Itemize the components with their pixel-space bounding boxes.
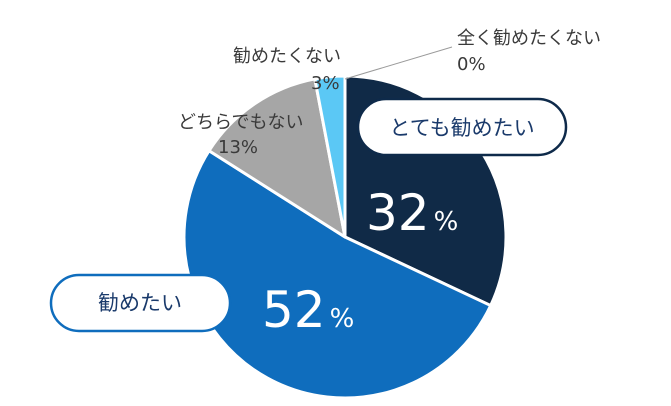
- pct-susumetai-sign: %: [330, 304, 355, 334]
- pct-dochiramo: 13%: [218, 137, 258, 158]
- pie-slice-2: [207, 77, 347, 239]
- pct-zenku-susumetakunai: 0%: [457, 54, 486, 75]
- pie-slice-1: [182, 149, 493, 400]
- pct-totemo-num: 32: [366, 184, 430, 242]
- label-zenku-susumetakunai: 全く勧めたくない: [457, 28, 601, 49]
- pct-susumetai: 52%: [262, 281, 354, 339]
- pct-susumetai-num: 52: [262, 281, 326, 339]
- pie-slice-3: [313, 74, 347, 239]
- pct-totemo: 32%: [366, 184, 458, 242]
- pct-totemo-sign: %: [434, 207, 459, 237]
- label-dochiramo: どちらでもない: [178, 112, 303, 133]
- pill-totemo-text: とても勧めたい: [389, 116, 534, 140]
- label-susumetakunai: 勧めたくない: [233, 46, 341, 67]
- pill-susumetai: 勧めたい: [49, 273, 232, 333]
- pill-susumetai-text: 勧めたい: [98, 291, 182, 315]
- pct-susumetakunai: 3%: [311, 73, 340, 94]
- leader-line: [344, 46, 453, 80]
- pill-totemo-susumetai: とても勧めたい: [356, 97, 568, 157]
